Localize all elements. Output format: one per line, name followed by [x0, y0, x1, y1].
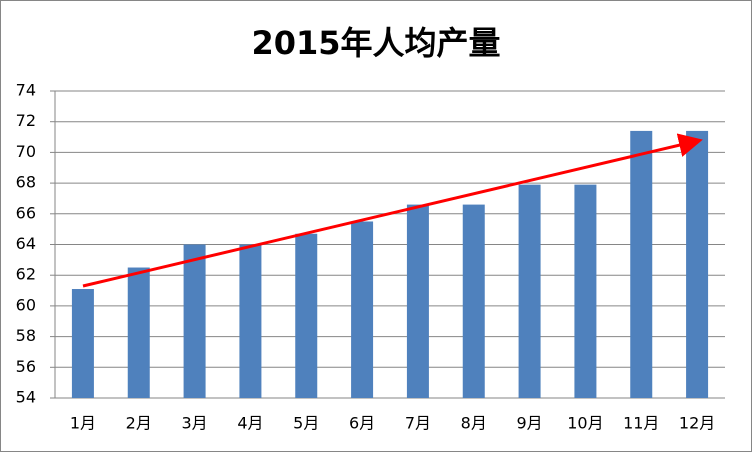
- bar: [239, 244, 262, 398]
- y-tick-label: 58: [16, 326, 36, 345]
- bar: [71, 289, 94, 398]
- bar: [462, 204, 485, 398]
- bar: [295, 233, 318, 398]
- x-tick-label: 2月: [126, 414, 152, 433]
- y-tick-label: 64: [16, 234, 36, 253]
- x-tick-label: 6月: [349, 414, 375, 433]
- x-tick-label: 11月: [623, 414, 659, 433]
- chart-title: 2015年人均产量: [251, 24, 500, 62]
- bar: [351, 221, 374, 398]
- bar: [406, 204, 429, 398]
- x-tick-label: 8月: [461, 414, 487, 433]
- bar: [630, 130, 653, 398]
- y-tick-label: 66: [16, 203, 36, 222]
- y-tick-label: 72: [16, 111, 36, 130]
- y-tick-label: 60: [16, 295, 36, 314]
- trend-arrow: [82, 133, 703, 288]
- bar: [127, 267, 150, 398]
- x-tick-label: 3月: [181, 414, 207, 433]
- bar: [183, 244, 206, 398]
- x-tick-label: 9月: [516, 414, 542, 433]
- x-tick-label: 10月: [567, 414, 603, 433]
- y-tick-label: 56: [16, 357, 36, 376]
- y-tick-label: 54: [16, 388, 36, 407]
- y-tick-label: 68: [16, 173, 36, 192]
- y-tick-label: 62: [16, 265, 36, 284]
- x-tick-label: 12月: [679, 414, 715, 433]
- bar: [574, 184, 597, 398]
- y-tick-label: 70: [16, 142, 36, 161]
- bar: [518, 184, 541, 398]
- bar: [686, 130, 709, 398]
- x-tick-label: 5月: [293, 414, 319, 433]
- x-tick-label: 1月: [70, 414, 96, 433]
- plot-area: 54 56 58 60 62 64 66 68 70 72 74 1月 2月 3月 4月 5月 6月 7月 8月 9月…: [16, 81, 725, 433]
- x-tick-label: 4月: [237, 414, 263, 433]
- x-tick-label: 7月: [405, 414, 431, 433]
- y-tick-label: 74: [16, 81, 36, 100]
